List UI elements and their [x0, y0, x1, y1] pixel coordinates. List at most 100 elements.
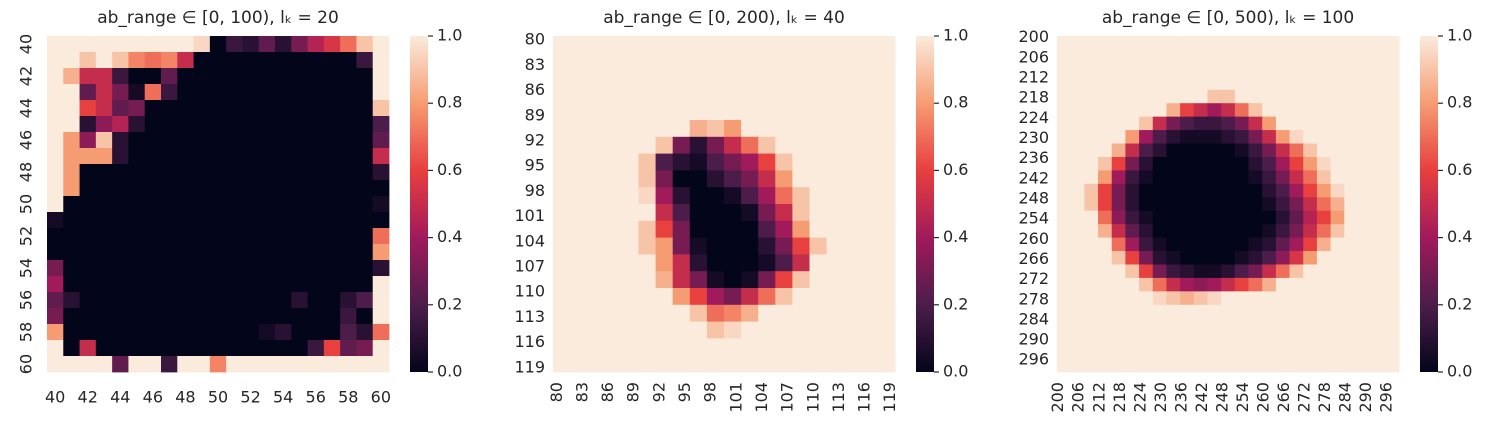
heatmap-cell — [1139, 62, 1154, 77]
heatmap-cell — [372, 228, 390, 245]
heatmap-cell — [1330, 331, 1345, 346]
heatmap-cell — [177, 276, 194, 293]
heatmap-cell — [826, 86, 845, 104]
heatmap-cell — [1139, 49, 1154, 64]
heatmap-cell — [1152, 237, 1167, 252]
heatmap-cell — [638, 86, 656, 104]
heatmap-cell — [1303, 345, 1318, 359]
heatmap-cell — [655, 321, 674, 339]
heatmap-cell — [1357, 291, 1373, 306]
heatmap-cell — [1180, 210, 1195, 225]
y-tick-label: 206 — [1018, 47, 1049, 66]
heatmap-cell — [356, 292, 374, 309]
heatmap-cell — [604, 120, 622, 138]
heatmap-cell — [1125, 358, 1140, 373]
heatmap-cell — [340, 52, 357, 69]
heatmap-cell — [372, 260, 390, 277]
heatmap-cell — [79, 292, 97, 309]
heatmap-cell — [809, 69, 827, 87]
heatmap-cell — [258, 340, 276, 357]
heatmap-cell — [638, 355, 656, 373]
heatmap-cell — [47, 68, 64, 85]
heatmap-cell — [258, 356, 276, 373]
heatmap-cell — [843, 204, 862, 222]
heatmap-cell — [1111, 264, 1126, 279]
heatmap-cell — [1139, 210, 1154, 225]
x-tick-label: 58 — [338, 388, 358, 407]
heatmap-cell — [242, 36, 260, 53]
heatmap-cell — [209, 196, 227, 213]
heatmap-cell — [1084, 197, 1099, 212]
heatmap-cell — [1221, 251, 1236, 265]
heatmap-cell — [79, 260, 97, 277]
heatmap-cell — [1385, 116, 1400, 131]
heatmap-cell — [570, 120, 588, 138]
heatmap-cell — [307, 52, 325, 69]
heatmap-cell — [340, 100, 357, 117]
heatmap-cell — [724, 271, 742, 289]
heatmap-cell — [1193, 103, 1208, 118]
y-tick-label: 242 — [1018, 168, 1049, 187]
heatmap-cell — [706, 304, 725, 322]
x-tick-label: 278 — [1315, 382, 1334, 413]
heatmap-cell — [1084, 291, 1099, 306]
heatmap-cell — [1330, 103, 1345, 118]
heatmap-cell — [1344, 130, 1359, 144]
heatmap-cell — [144, 276, 162, 293]
heatmap-cell — [689, 355, 708, 373]
heatmap-cell — [775, 86, 793, 104]
heatmap-cell — [655, 355, 674, 373]
heatmap-cell — [95, 228, 113, 245]
heatmap-cell — [826, 254, 845, 272]
x-tick-label: 95 — [675, 382, 694, 402]
heatmap-cell — [587, 136, 605, 154]
heatmap-cell — [177, 36, 194, 53]
heatmap-cell — [1111, 130, 1126, 144]
heatmap-cell — [209, 244, 227, 261]
heatmap-cell — [193, 244, 211, 261]
heatmap-cell — [95, 52, 113, 69]
heatmap-cell — [112, 356, 129, 373]
heatmap-cell — [570, 153, 588, 171]
heatmap-cell — [1125, 345, 1140, 359]
heatmap-cell — [860, 271, 879, 289]
heatmap-cell — [1057, 156, 1072, 171]
heatmap-cell — [553, 237, 571, 255]
heatmap-cell — [1098, 358, 1113, 373]
heatmap-cell — [193, 148, 211, 165]
heatmap-cell — [63, 260, 80, 277]
heatmap-cell — [1084, 103, 1099, 118]
heatmap-cell — [47, 116, 64, 133]
heatmap-cell — [1180, 358, 1195, 373]
heatmap-cell — [161, 292, 178, 309]
heatmap-cell — [689, 271, 708, 289]
heatmap-cell — [570, 187, 588, 205]
heatmap-cell — [95, 36, 113, 53]
heatmap-cell — [1125, 304, 1140, 319]
heatmap-cell — [1275, 264, 1290, 279]
heatmap-cell — [112, 260, 129, 277]
heatmap-cell — [128, 36, 146, 53]
heatmap-cell — [356, 132, 374, 149]
heatmap-cell — [758, 237, 776, 255]
heatmap-cell — [1111, 36, 1126, 50]
heatmap-cell — [1098, 331, 1113, 346]
heatmap-cell — [1070, 264, 1085, 279]
heatmap-cell — [1098, 277, 1113, 292]
heatmap-cell — [826, 69, 845, 87]
heatmap-cell — [356, 116, 374, 133]
heatmap-cell — [1385, 277, 1400, 292]
heatmap-cell — [291, 276, 308, 293]
heatmap-cell — [1125, 76, 1140, 91]
heatmap-cell — [95, 324, 113, 341]
heatmap-cell — [144, 212, 162, 229]
heatmap-cell — [1057, 358, 1072, 373]
heatmap-cell — [1234, 318, 1249, 333]
heatmap-cell — [1125, 251, 1140, 265]
heatmap-cell — [877, 52, 896, 70]
heatmap-cell — [1275, 143, 1290, 158]
heatmap-cell — [1303, 130, 1318, 144]
heatmap-cell — [242, 340, 260, 357]
heatmap-cell — [1248, 183, 1263, 198]
heatmap-cell — [1139, 76, 1154, 91]
